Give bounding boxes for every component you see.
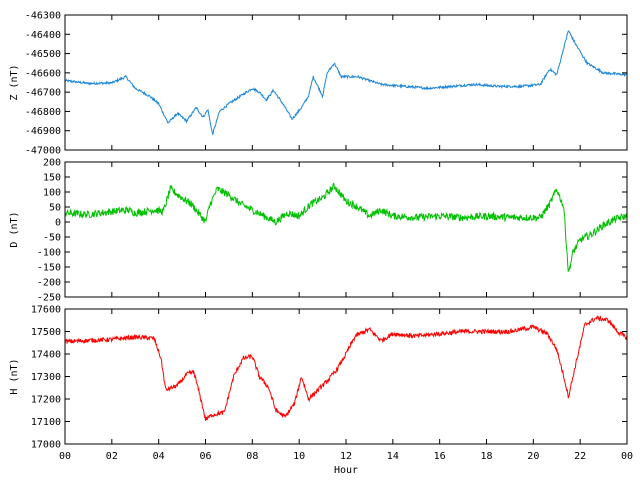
y-tick-label: 17000 [31,440,61,451]
y-tick-label: 50 [49,203,61,214]
x-tick-label: 20 [527,451,539,462]
y-tick-label: 17300 [31,372,61,383]
y-tick-label: -46700 [25,88,61,99]
series-line-1 [65,30,627,136]
x-tick-label: 00 [59,451,71,462]
x-tick-label: 06 [199,451,211,462]
y-tick-label: 17500 [31,327,61,338]
x-axis-label: Hour [334,465,358,476]
y-tick-label: 17400 [31,350,61,361]
series-line-2 [65,182,627,272]
y-axis-label: D (nT) [9,211,20,247]
x-tick-label: 04 [153,451,165,462]
y-tick-label: -46400 [25,30,61,41]
y-tick-label: -46300 [25,11,61,22]
y-tick-label: 17200 [31,395,61,406]
panel-3: 17600 17500 17400 17300 17200 17100 17000 H (nT… [9,305,628,451]
y-tick-label: -200 [37,278,61,289]
y-tick-label: 150 [43,173,61,184]
y-tick-label: 0 [55,218,61,229]
series-line-3 [65,315,627,421]
x-tick-label: 16 [434,451,446,462]
x-tick-label: 00 [621,451,633,462]
x-tick-label: 02 [106,451,118,462]
y-tick-label: 200 [43,158,61,169]
panel-1: -46300 -46400 -46500 -46600 -46700 -46800 -469… [9,11,628,157]
y-axis-label: H (nT) [9,358,20,394]
y-tick-label: -46600 [25,68,61,79]
y-tick-label: 17100 [31,417,61,428]
y-tick-label: -250 [37,293,61,304]
y-tick-label: -100 [37,248,61,259]
y-tick-label: -47000 [25,146,61,157]
y-tick-label: 100 [43,188,61,199]
y-tick-label: -46900 [25,126,61,137]
x-tick-label: 22 [574,451,586,462]
x-tick-label: 08 [246,451,258,462]
panel-2: 200 150 100 50 0 -50 -100 -150 -200 -250 D (nT) [9,158,628,304]
y-tick-label: -46500 [25,49,61,60]
panel-frame [64,308,628,445]
y-tick-label: -150 [37,263,61,274]
y-tick-label: 17600 [31,305,61,316]
y-tick-label: -50 [43,233,61,244]
x-tick-label: 12 [340,451,352,462]
y-tick-label: -46800 [25,107,61,118]
x-tick-label: 18 [480,451,492,462]
x-tick-label: 14 [387,451,399,462]
x-tick-label: 10 [293,451,305,462]
panel-frame [64,14,628,151]
y-axis-label: Z (nT) [9,64,20,100]
panel-frame [64,161,628,298]
